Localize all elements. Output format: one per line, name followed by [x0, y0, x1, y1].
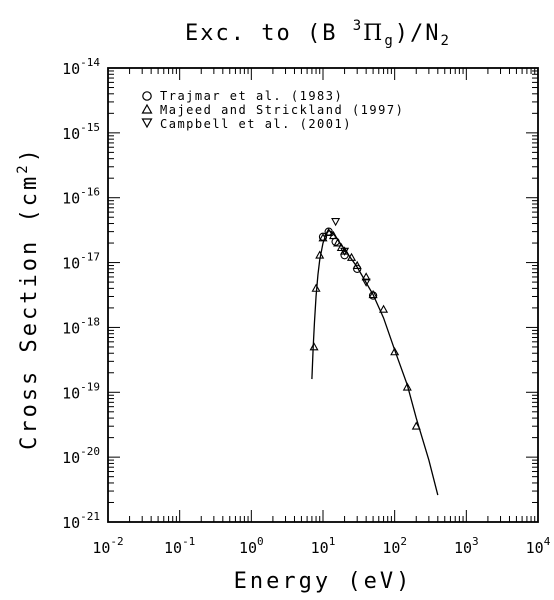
legend-marker-circle	[142, 91, 152, 101]
y-axis-label-main: Cross Section (cm	[17, 174, 42, 450]
y-tick-label: 10-21	[62, 510, 100, 532]
chart-title: Exc. to (B 3Πg)/N2	[185, 18, 451, 49]
y-axis-label-superscript: 2	[15, 162, 31, 173]
x-tick-label: 100	[239, 535, 264, 557]
data-point-triangle-down	[361, 278, 371, 287]
title-middle: )/N	[395, 21, 441, 46]
y-tick-label: 10-19	[62, 380, 100, 402]
data-point-triangle-down	[331, 218, 341, 227]
plot-frame	[107, 67, 539, 523]
x-tick-label: 103	[454, 535, 479, 557]
data-point-triangle-up	[361, 272, 371, 281]
data-points-layer	[309, 218, 421, 430]
axis-ticks	[107, 67, 539, 523]
data-point-triangle-up	[324, 227, 334, 237]
data-point-triangle-up	[309, 342, 319, 351]
data-point-circle	[340, 251, 349, 260]
legend-marker-triangle-down	[141, 118, 153, 129]
data-point-triangle-up	[411, 421, 421, 430]
y-tick-label: 10-20	[62, 445, 100, 467]
title-superscript: 3	[353, 18, 363, 34]
title-prefix: Exc. to (B	[185, 21, 353, 46]
x-tick-label: 10-1	[164, 535, 195, 557]
y-axis-label-end: )	[17, 146, 42, 162]
x-tick-labels: 10-2 10-1 100 101 102 103 104	[92, 535, 550, 557]
data-point-triangle-up	[352, 260, 362, 269]
y-tick-label: 10-17	[62, 251, 100, 273]
y-axis-label: Cross Section (cm2)	[15, 146, 42, 450]
data-point-triangle-up	[333, 238, 343, 247]
x-tick-label: 104	[526, 535, 551, 557]
y-tick-label: 10-16	[62, 186, 100, 208]
legend-label-trajmar: Trajmar et al. (1983)	[160, 89, 343, 103]
x-tick-label: 10-2	[92, 535, 123, 557]
title-subscript-2: 2	[441, 33, 451, 49]
title-subscript-g: g	[384, 33, 394, 49]
y-tick-label: 10-18	[62, 315, 100, 337]
data-point-triangle-up	[346, 252, 357, 261]
legend-marker-triangle-up	[141, 103, 153, 114]
y-tick-label: 10-15	[62, 121, 100, 143]
data-point-triangle-up	[379, 304, 389, 313]
data-point-triangle-up	[402, 382, 412, 391]
data-point-triangle-up	[328, 230, 339, 240]
title-greek-pi: Π	[363, 21, 384, 46]
x-tick-label: 102	[382, 535, 407, 557]
legend: Trajmar et al. (1983) Majeed and Strickl…	[141, 89, 404, 131]
data-point-triangle-up	[390, 347, 400, 356]
x-axis-label: Energy (eV)	[234, 569, 413, 594]
y-tick-label: 10-14	[62, 56, 100, 78]
data-point-triangle-up	[336, 242, 346, 252]
legend-label-majeed: Majeed and Strickland (1997)	[160, 103, 404, 117]
data-point-triangle-up	[315, 250, 325, 259]
data-point-triangle-up	[311, 283, 321, 292]
data-point-triangle-down	[340, 247, 350, 256]
fit-curve-layer	[311, 229, 439, 496]
x-tick-label: 101	[311, 535, 336, 557]
data-point-triangle-up	[318, 233, 328, 242]
y-tick-labels: 10-21 10-20 10-19 10-18 10-17 10-16 10-15 10-14	[62, 56, 100, 532]
data-point-triangle-up	[368, 289, 378, 299]
fit-curve	[311, 229, 439, 496]
legend-label-campbell: Campbell et al. (2001)	[160, 117, 352, 131]
